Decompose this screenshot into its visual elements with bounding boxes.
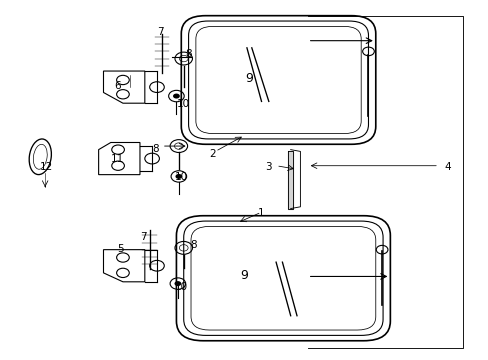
Circle shape [174,281,181,286]
Circle shape [173,94,180,99]
Text: 8: 8 [152,144,159,154]
Text: 11: 11 [110,154,123,164]
Text: 2: 2 [209,149,216,158]
Text: 4: 4 [444,162,450,172]
Text: 6: 6 [114,81,120,91]
Text: 8: 8 [185,49,191,59]
Text: 10: 10 [177,99,190,109]
Text: 5: 5 [117,244,123,254]
Text: 10: 10 [174,172,187,182]
Text: 3: 3 [265,162,271,172]
Circle shape [175,174,182,179]
Text: 10: 10 [174,282,187,292]
Polygon shape [287,152,292,208]
Text: 7: 7 [157,27,163,37]
Text: 8: 8 [190,240,197,250]
Text: 12: 12 [40,162,53,172]
Text: 9: 9 [240,269,248,282]
Text: 1: 1 [258,208,264,218]
Text: 7: 7 [140,232,147,242]
Text: 9: 9 [245,72,253,85]
